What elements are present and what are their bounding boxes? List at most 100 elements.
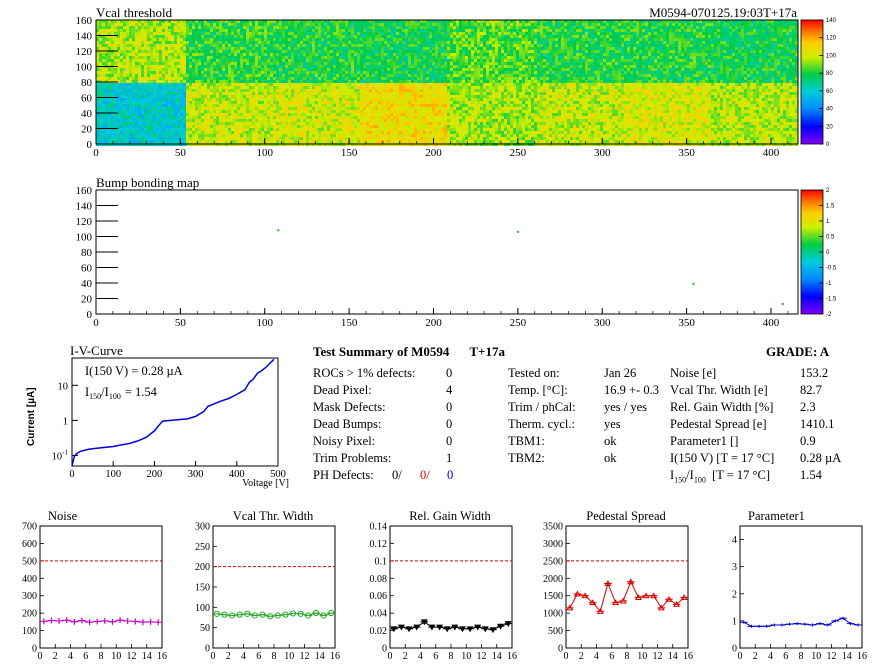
vcal-cell <box>645 62 648 65</box>
vcal-cell <box>210 53 213 56</box>
vcal-cell <box>141 38 144 41</box>
vcal-cell <box>519 23 522 26</box>
vcal-cell <box>114 77 117 80</box>
vcal-cell <box>708 29 711 32</box>
vcal-cell <box>234 35 237 38</box>
vcal-cell <box>129 80 132 83</box>
vcal-cell <box>585 23 588 26</box>
vcal-cell <box>744 47 747 50</box>
vcal-cell <box>111 83 114 86</box>
vcal-cell <box>570 29 573 32</box>
vcal-cell <box>453 20 456 23</box>
vcal-cell <box>420 38 423 41</box>
vcal-cell <box>141 83 144 86</box>
vcal-cell <box>177 32 180 35</box>
vcal-cell <box>255 59 258 62</box>
vcal-cell <box>399 56 402 59</box>
vcal-cell <box>591 68 594 71</box>
vcal-cell <box>315 83 318 86</box>
vcal-cell <box>417 50 420 53</box>
vcal-cell <box>291 23 294 26</box>
vcal-cell <box>519 59 522 62</box>
vcal-cell <box>228 56 231 59</box>
vcal-cell <box>741 68 744 71</box>
vcal-cell <box>726 23 729 26</box>
vcal-cell <box>174 29 177 32</box>
vcal-cell <box>642 65 645 68</box>
vcal-cell <box>666 53 669 56</box>
vcal-cell <box>432 65 435 68</box>
vcal-cell <box>243 29 246 32</box>
vcal-cell <box>384 26 387 29</box>
vcal-cell <box>477 23 480 26</box>
vcal-cell <box>405 62 408 65</box>
vcal-cell <box>279 35 282 38</box>
vcal-cell <box>222 38 225 41</box>
vcal-cell <box>123 38 126 41</box>
vcal-cell <box>429 59 432 62</box>
vcal-cell <box>555 32 558 35</box>
vcal-cell <box>159 80 162 83</box>
vcal-cell <box>144 80 147 83</box>
vcal-cell <box>525 38 528 41</box>
vcal-cell <box>594 77 597 80</box>
vcal-cell <box>195 77 198 80</box>
vcal-cell <box>258 62 261 65</box>
vcal-cell <box>324 50 327 53</box>
vcal-cell <box>675 35 678 38</box>
vcal-cell <box>759 74 762 77</box>
vcal-cell <box>420 71 423 74</box>
vcal-cell <box>663 41 666 44</box>
vcal-cell <box>729 44 732 47</box>
vcal-cell <box>222 32 225 35</box>
vcal-cell <box>615 41 618 44</box>
vcal-cell <box>156 29 159 32</box>
vcal-cell <box>354 20 357 23</box>
vcal-cell <box>792 71 795 74</box>
vcal-cell <box>438 41 441 44</box>
vcal-cell <box>741 53 744 56</box>
vcal-cell <box>567 80 570 83</box>
vcal-cell <box>171 80 174 83</box>
vcal-cell <box>408 74 411 77</box>
vcal-cell <box>666 71 669 74</box>
vcal-cell <box>507 56 510 59</box>
vcal-cell <box>675 47 678 50</box>
vcal-cell <box>369 65 372 68</box>
vcal-cell <box>642 62 645 65</box>
vcal-cell <box>114 26 117 29</box>
vcal-cell <box>186 77 189 80</box>
vcal-cell <box>486 44 489 47</box>
vcal-cell <box>414 62 417 65</box>
vcal-cell <box>519 56 522 59</box>
vcal-cell <box>435 44 438 47</box>
vcal-cell <box>735 56 738 59</box>
vcal-cell <box>117 41 120 44</box>
vcal-cell <box>114 44 117 47</box>
vcal-cell <box>447 80 450 83</box>
vcal-cell <box>306 59 309 62</box>
vcal-cell <box>603 56 606 59</box>
vcal-cell <box>555 62 558 65</box>
vcal-cell <box>114 29 117 32</box>
vcal-cell <box>489 47 492 50</box>
vcal-cell <box>321 71 324 74</box>
vcal-cell <box>576 38 579 41</box>
vcal-cell <box>351 77 354 80</box>
vcal-cell <box>726 65 729 68</box>
vcal-cell <box>132 23 135 26</box>
vcal-cell <box>603 59 606 62</box>
vcal-cell <box>123 74 126 77</box>
vcal-cell <box>480 68 483 71</box>
vcal-cell <box>705 53 708 56</box>
vcal-cell <box>678 59 681 62</box>
vcal-cell <box>306 26 309 29</box>
vcal-cell <box>231 32 234 35</box>
vcal-cell <box>261 23 264 26</box>
vcal-cell <box>111 20 114 23</box>
vcal-cell <box>729 71 732 74</box>
vcal-cell <box>471 50 474 53</box>
vcal-cell <box>354 23 357 26</box>
vcal-cell <box>597 41 600 44</box>
vcal-cell <box>321 32 324 35</box>
